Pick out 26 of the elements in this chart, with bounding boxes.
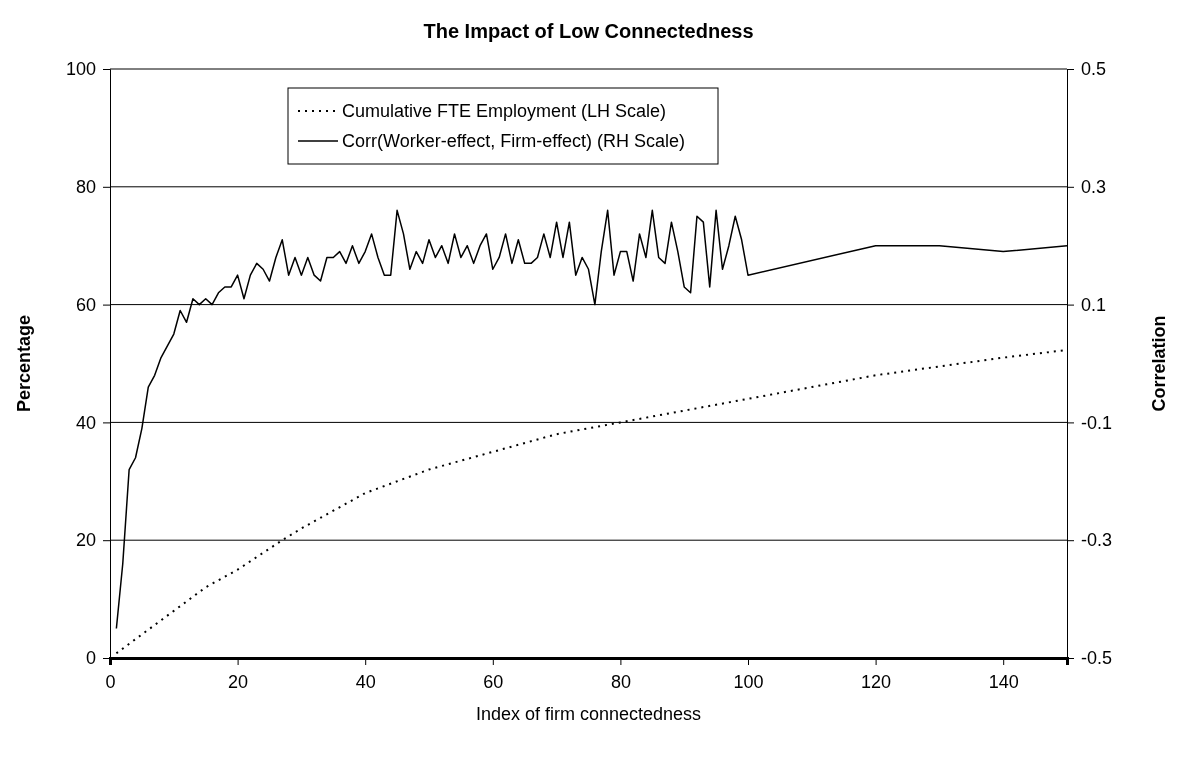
y-tick-label: 100 <box>65 59 96 80</box>
chart-title: The Impact of Low Connectedness <box>423 20 754 42</box>
y2-tick-label: -0.5 <box>1081 648 1113 669</box>
y-axis-title: Percentage <box>14 314 34 413</box>
y-tick-label: 20 <box>75 530 96 551</box>
legend-label: Cumulative FTE Employment (LH Scale) <box>342 101 667 121</box>
y-tick-label: 80 <box>75 177 96 198</box>
y2-tick-label: 0.1 <box>1081 294 1107 315</box>
x-tick-label: 0 <box>105 671 116 692</box>
x-tick-label: 40 <box>355 671 376 692</box>
x-tick-label: 100 <box>733 671 764 692</box>
x-tick-label: 60 <box>483 671 504 692</box>
x-tick-label: 120 <box>861 671 892 692</box>
y2-axis-title: Correlation <box>1149 315 1169 412</box>
y2-tick-label: -0.3 <box>1081 530 1113 551</box>
x-axis-title: Index of firm connectedness <box>475 704 702 724</box>
x-tick-label: 20 <box>228 671 249 692</box>
y2-tick-label: 0.3 <box>1081 177 1107 198</box>
y-tick-label: 0 <box>85 648 96 669</box>
y2-tick-label: -0.1 <box>1081 412 1113 433</box>
y2-tick-label: 0.5 <box>1081 59 1107 80</box>
y-tick-label: 60 <box>75 294 96 315</box>
y-tick-label: 40 <box>75 412 96 433</box>
x-tick-label: 80 <box>610 671 631 692</box>
x-tick-label: 140 <box>988 671 1019 692</box>
legend-label: Corr(Worker-effect, Firm-effect) (RH Scale) <box>342 131 686 151</box>
